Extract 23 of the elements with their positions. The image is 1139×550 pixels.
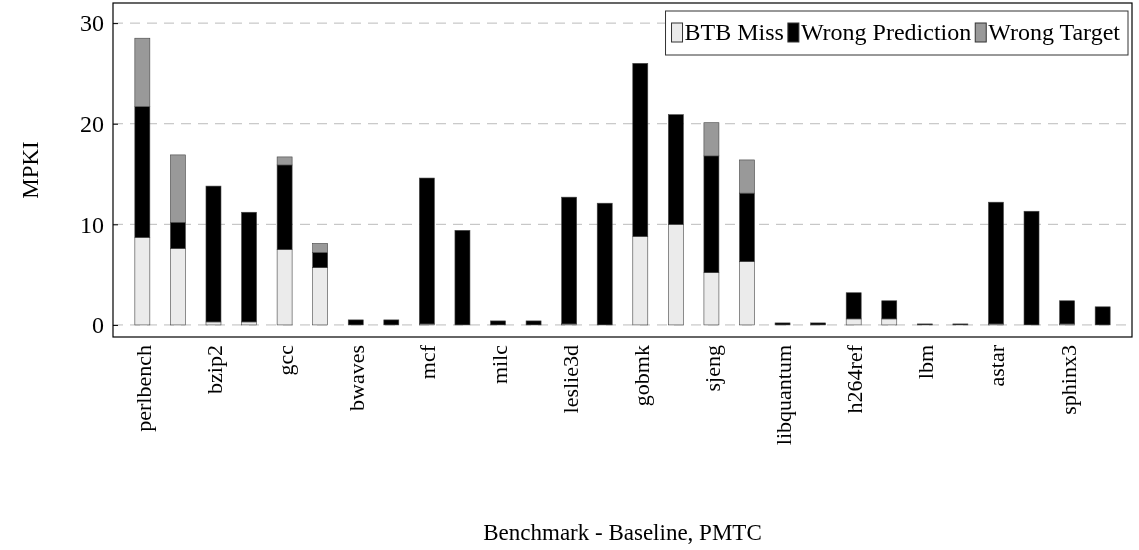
x-tick-label: gobmk — [628, 345, 654, 407]
y-tick-label: 20 — [80, 110, 104, 137]
x-tick-label: sjeng — [699, 345, 725, 392]
x-tick-label: bzip2 — [201, 345, 227, 394]
x-tick-label: perlbench — [130, 345, 156, 432]
x-axis-title: Benchmark - Baseline, PMTC — [483, 520, 762, 545]
y-tick-label: 10 — [80, 211, 104, 238]
legend-label: Wrong Target — [988, 19, 1121, 45]
y-axis-title: MPKI — [18, 141, 43, 199]
x-tick-label: libquantum — [771, 345, 797, 446]
x-tick-label: lbm — [913, 345, 939, 380]
x-tick-label: bwaves — [344, 345, 370, 411]
y-tick-label: 0 — [92, 312, 104, 339]
x-tick-label: astar — [984, 344, 1010, 387]
x-tick-label: gcc — [273, 344, 299, 376]
legend-label: BTB Miss — [684, 19, 784, 45]
legend-label: Wrong Prediction — [800, 19, 972, 45]
x-tick-label: sphinx3 — [1055, 345, 1081, 415]
x-tick-label: mcf — [415, 344, 441, 380]
y-tick-label: 30 — [80, 10, 104, 37]
x-tick-label: leslie3d — [557, 345, 583, 414]
x-tick-label: milc — [486, 344, 512, 385]
x-tick-label: h264ref — [842, 344, 868, 414]
